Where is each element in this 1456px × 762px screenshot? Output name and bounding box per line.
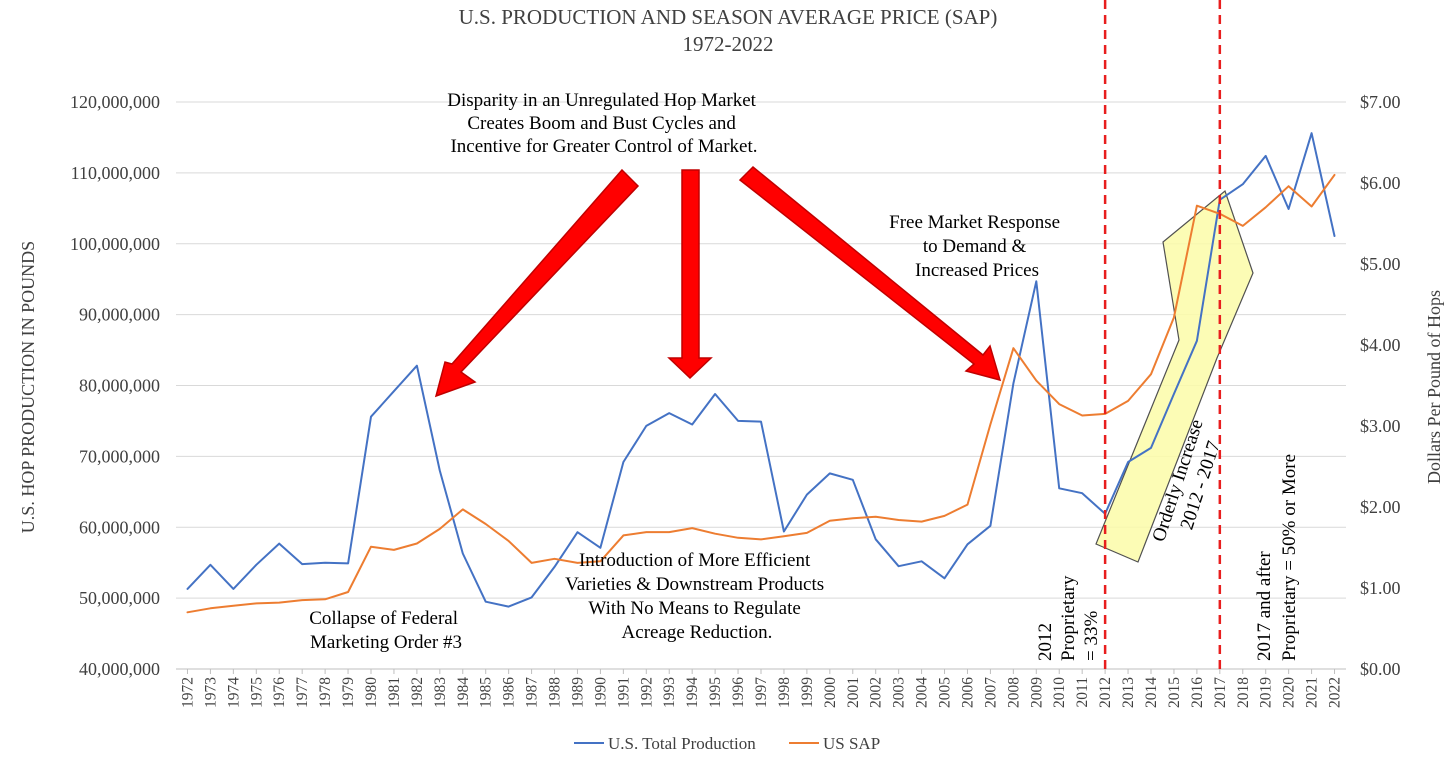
x-tick-label: 2012 [1097,677,1114,708]
annotation-introduction: Introduction of More Efficient Varieties… [565,550,829,643]
left-y-tick-label: 120,000,000 [70,92,160,112]
x-tick-label: 2002 [868,677,885,708]
x-tick-label: 1999 [799,677,816,708]
x-tick-label: 1987 [524,677,541,708]
x-tick-label: 1982 [409,677,426,708]
series [186,132,1336,614]
x-tick-label: 1972 [179,677,196,708]
left-red-arrow [434,168,640,398]
chart-title: U.S. PRODUCTION AND SEASON AVERAGE PRICE… [459,5,998,29]
chart-subtitle: 1972-2022 [683,32,774,56]
x-tick-label: 1981 [386,677,403,708]
x-tick-label: 2007 [982,677,999,708]
x-tick-label: 1997 [753,677,770,708]
x-tick-label: 2021 [1304,677,1321,708]
left-y-tick-label: 40,000,000 [79,659,160,679]
x-tick-label: 2006 [959,677,976,708]
right-y-ticks: $0.00 $1.00 $2.00 $3.00 $4.00 $5.00 $6.00 $7.00 [1360,92,1401,679]
legend-label-sap: US SAP [823,734,880,753]
x-tick-label: 2014 [1143,677,1160,708]
annotation-proprietary-2017: 2017 and after Proprietary = 50% or More [1254,454,1300,661]
orderly-increase-arrow [1095,189,1254,563]
right-y-tick-label: $1.00 [1360,578,1401,598]
left-y-ticks: 40,000,000 50,000,000 60,000,000 70,000,000… [70,92,160,679]
x-tick-label: 1992 [638,677,655,708]
x-tick-label: 2005 [937,677,954,708]
x-tick-label: 1975 [248,677,265,708]
left-y-tick-label: 90,000,000 [79,305,160,325]
x-tick-label: 2019 [1258,677,1275,708]
x-tick-label: 1990 [592,677,609,708]
x-tick-label: 2009 [1028,677,1045,708]
annotation-proprietary-2012: 2012 Proprietary = 33% [1035,571,1102,661]
x-tick-label: 2011 [1074,677,1091,707]
annotation-free-market: Free Market Response to Demand & Increas… [889,212,1065,281]
series-line-sap [186,173,1336,614]
right-y-tick-label: $3.00 [1360,416,1401,436]
annotation-disparity: Disparity in an Unregulated Hop Market C… [447,90,760,157]
x-tick-label: 1976 [271,677,288,708]
x-tick-label: 1989 [569,677,586,708]
x-tick-label: 1991 [615,677,632,708]
x-tick-label: 1974 [225,677,242,708]
right-y-tick-label: $7.00 [1360,92,1401,112]
x-tick-label: 1980 [363,677,380,708]
right-y-tick-label: $2.00 [1360,497,1401,517]
left-axis-title: U.S. HOP PRODUCTION IN POUNDS [18,241,38,533]
left-y-tick-label: 60,000,000 [79,517,160,537]
x-tick-label: 1973 [202,677,219,708]
legend: U.S. Total Production US SAP [574,734,880,753]
x-tick-label: 2018 [1235,677,1252,708]
x-tick-label: 2015 [1166,677,1183,708]
left-y-tick-label: 70,000,000 [79,446,160,466]
x-tick-label: 1983 [432,677,449,708]
x-tick-label: 2020 [1281,677,1298,708]
x-tick-label: 2010 [1051,677,1068,708]
right-axis-title: Dollars Per Pound of Hops [1424,290,1444,484]
x-tick-label: 1998 [776,677,793,708]
x-tick-label: 1993 [661,677,678,708]
right-y-tick-label: $5.00 [1360,254,1401,274]
x-tick-label: 2008 [1005,677,1022,708]
right-y-tick-label: $0.00 [1360,659,1401,679]
x-tick-label: 1985 [478,677,495,708]
right-red-arrow [738,165,1002,382]
x-tick-label: 1978 [317,677,334,708]
left-y-tick-label: 50,000,000 [79,588,160,608]
vertical-markers [1103,0,1222,669]
x-ticks: 1972 1973 1974 1975 1976 1977 1978 1979 1980 1981… [179,669,1344,708]
x-tick-label: 1977 [294,677,311,708]
left-y-tick-label: 80,000,000 [79,376,160,396]
x-tick-label: 2013 [1120,677,1137,708]
x-tick-label: 1996 [730,677,747,708]
x-tick-label: 2000 [822,677,839,708]
x-tick-label: 1979 [340,677,357,708]
middle-red-arrow [667,169,713,380]
x-tick-label: 2017 [1212,677,1229,708]
x-tick-label: 1984 [455,677,472,708]
annotation-collapse: Collapse of Federal Marketing Order #3 [309,608,463,653]
x-tick-label: 2004 [914,677,931,708]
right-y-tick-label: $6.00 [1360,173,1401,193]
x-tick-label: 2001 [845,677,862,708]
x-tick-label: 2003 [891,677,908,708]
right-y-tick-label: $4.00 [1360,335,1401,355]
x-tick-label: 1988 [547,677,564,708]
x-tick-label: 1995 [707,677,724,708]
legend-label-production: U.S. Total Production [608,734,756,753]
x-tick-label: 1986 [501,677,518,708]
x-tick-label: 2022 [1327,677,1344,708]
series-line-production [186,132,1336,608]
x-tick-label: 2016 [1189,677,1206,708]
left-y-tick-label: 110,000,000 [71,163,160,183]
x-tick-label: 1994 [684,677,701,708]
left-y-tick-label: 100,000,000 [70,234,160,254]
